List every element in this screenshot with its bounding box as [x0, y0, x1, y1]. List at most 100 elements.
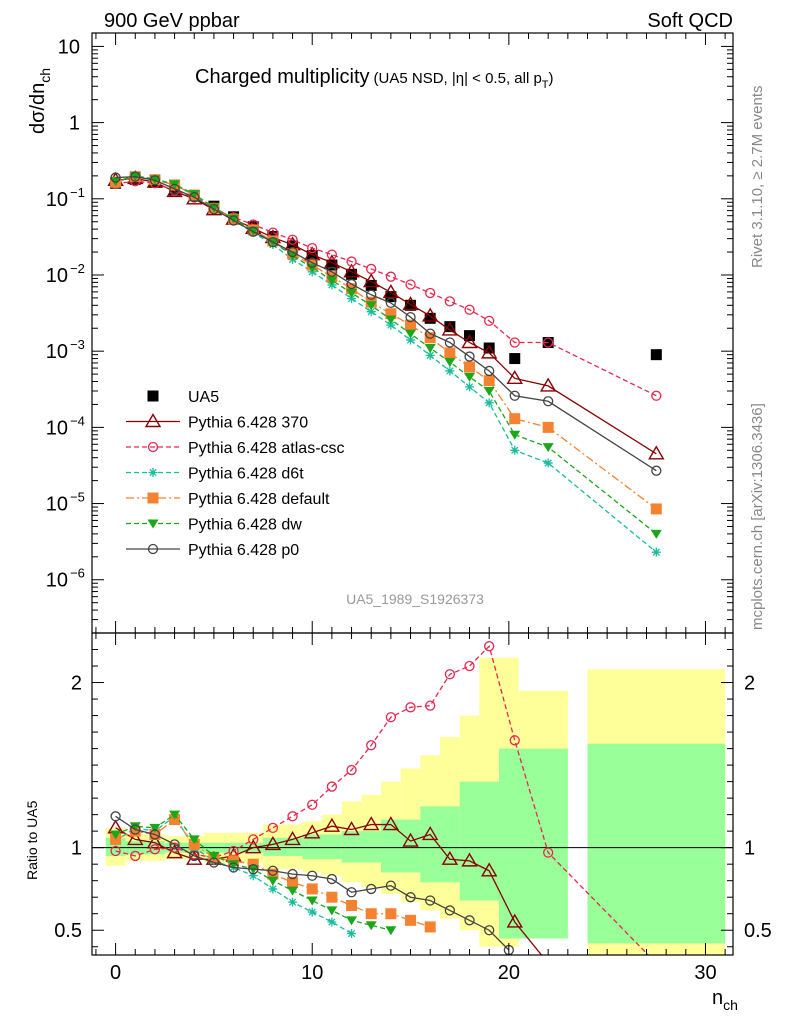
ratio-point-5-18: [464, 915, 475, 926]
ratio-point-1-0: [110, 845, 121, 857]
ratio-point-4-3: [169, 810, 181, 820]
ratio-point-1-8: [267, 822, 279, 834]
main-point-6-10: [307, 257, 318, 268]
main-point-3-22: [651, 547, 661, 557]
ratio-ytick-label-right-2: 2: [744, 673, 755, 695]
main-series-2: [110, 176, 662, 401]
main-point-4-21: [542, 421, 554, 433]
ratio-point-0-14: [382, 816, 400, 831]
band-green-10: [587, 743, 726, 944]
main-point-6-7: [248, 226, 259, 237]
legend-marker-5: [147, 519, 159, 529]
main-point-4-22: [650, 503, 662, 515]
ratio-point-1-11: [326, 781, 338, 792]
ratio-point-1-10: [307, 799, 318, 810]
ratio-point-2-7: [248, 871, 258, 881]
main-point-6-6: [228, 215, 239, 226]
main-point-5-16: [424, 344, 436, 354]
main-ytick-exp-7: −6: [70, 566, 85, 581]
ratio-clip-group: [107, 641, 650, 955]
main-point-4-17: [444, 347, 456, 359]
ratio-point-1-20: [509, 735, 520, 746]
main-point-4-18: [464, 361, 476, 373]
ratio-point-1-9: [287, 811, 298, 822]
x-tick-label-3: 30: [694, 962, 716, 984]
main-point-6-15: [405, 311, 416, 323]
ratio-point-5-0: [110, 811, 121, 822]
main-point-2-13: [366, 263, 377, 275]
main-point-1-21: [539, 377, 557, 392]
main-point-3-15: [406, 335, 416, 345]
legend-marker-1: [144, 413, 162, 428]
main-point-0-20: [509, 353, 521, 365]
ratio-point-5-7: [248, 863, 259, 875]
ratio-point-0-13: [362, 816, 380, 831]
main-ytick-label-1: 1: [69, 113, 80, 135]
ratio-point-3-14: [385, 908, 397, 920]
ratio-point-1-2: [149, 844, 161, 855]
ratio-point-5-19: [484, 925, 495, 936]
legend-label-1: Pythia 6.428 370: [188, 415, 308, 432]
ratio-ytick-label-right-1: 1: [744, 838, 755, 860]
band-green-7: [420, 806, 460, 883]
main-point-2-15: [405, 279, 416, 290]
main-point-6-4: [189, 192, 200, 203]
ratio-point-1-19: [484, 641, 495, 652]
main-series-group: [107, 170, 665, 557]
main-title-suffix: (UA5 NSD, |η| < 0.5, all p: [374, 70, 542, 87]
ratio-ytick-label-right-0: 0.5: [744, 920, 772, 942]
main-point-5-18: [464, 372, 476, 382]
main-point-4-19: [483, 375, 495, 387]
main-point-1-19: [480, 344, 498, 359]
ratio-point-2-12: [347, 929, 357, 939]
ratio-point-4-1: [129, 822, 141, 832]
x-tick-label-1: 10: [301, 962, 323, 984]
legend: UA5 Pythia 6.428 370 Pythia 6.428 atlas-cs…: [126, 389, 345, 559]
ratio-point-4-8: [267, 876, 279, 886]
ratio-point-4-5: [208, 851, 220, 861]
main-ytick-label-2: 10: [46, 189, 68, 211]
main-point-6-12: [346, 278, 357, 290]
ratio-point-0-10: [304, 824, 321, 839]
legend-label-0: UA5: [188, 389, 219, 406]
main-point-6-2: [149, 175, 161, 186]
main-point-2-11: [326, 249, 338, 260]
ratio-point-1-17: [444, 669, 456, 680]
main-point-3-19: [484, 398, 494, 408]
main-series-line-2: [115, 180, 657, 397]
main-point-2-10: [307, 243, 318, 254]
main-point-6-9: [287, 246, 298, 258]
ratio-point-1-18: [464, 660, 475, 672]
main-point-1-15: [402, 296, 419, 311]
main-ylabel-sub: ch: [37, 68, 53, 83]
main-ylabel: dσ/dnch: [27, 68, 53, 134]
main-point-1-16: [421, 307, 439, 322]
legend-label-4: Pythia 6.428 default: [188, 491, 330, 508]
main-ytick-exp-6: −5: [70, 490, 85, 505]
mcplots-label: mcplots.cern.ch [arXiv:1306.3436]: [749, 403, 766, 630]
main-point-2-19: [484, 315, 495, 327]
ratio-series-line-5: [115, 815, 510, 951]
ratio-point-4-2: [149, 823, 161, 833]
legend-marker-3: [148, 468, 158, 477]
main-point-3-17: [445, 366, 455, 376]
main-point-2-18: [464, 304, 475, 315]
ratio-point-0-11: [323, 817, 341, 832]
main-point-2-17: [444, 296, 456, 307]
main-point-5-17: [444, 358, 456, 368]
main-point-1-18: [461, 334, 478, 349]
main-ytick-label-6: 10: [46, 494, 68, 516]
main-point-0-9: [287, 240, 299, 252]
band-green-5: [341, 831, 382, 863]
main-point-1-17: [441, 321, 459, 336]
ratio-point-1-16: [425, 700, 436, 711]
header-right: Soft QCD: [647, 10, 733, 32]
ratio-point-1-7: [248, 834, 259, 845]
legend-label-5: Pythia 6.428 dw: [188, 517, 302, 534]
main-point-5-13: [365, 301, 377, 311]
ratio-point-2-10: [307, 907, 317, 917]
main-ytick-label-0: 10: [58, 36, 80, 58]
main-point-6-22: [651, 465, 662, 476]
ratio-point-0-12: [343, 821, 360, 836]
main-point-5-20: [509, 430, 521, 440]
